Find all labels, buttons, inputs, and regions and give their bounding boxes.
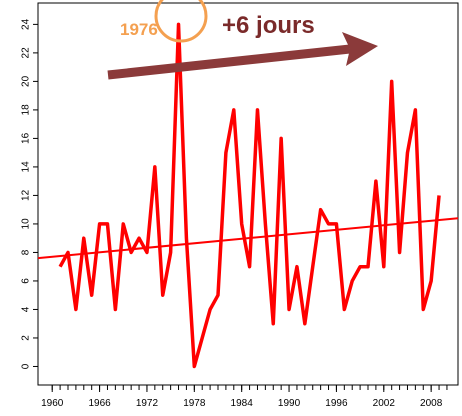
x-tick-label: 1990	[278, 398, 301, 409]
trend-line	[37, 217, 459, 260]
x-tick-label: 1966	[88, 398, 111, 409]
y-tick-label: 8	[21, 249, 32, 255]
plot-area	[37, 22, 459, 369]
trend-arrow	[107, 44, 351, 80]
x-tick-label: 1978	[183, 398, 206, 409]
x-tick-label: 1960	[41, 398, 64, 409]
data-line	[58, 22, 441, 369]
plot-frame	[37, 2, 459, 386]
y-tick-label: 22	[21, 47, 32, 59]
annotation-gain: +6 jours	[222, 12, 315, 39]
y-tick-label: 6	[21, 278, 32, 284]
x-tick-label: 1972	[136, 398, 159, 409]
x-tick-label: 2002	[373, 398, 396, 409]
y-tick-label: 4	[21, 306, 32, 312]
y-tick-label: 18	[21, 104, 32, 116]
y-tick-label: 12	[21, 189, 32, 201]
y-tick-label: 24	[21, 18, 32, 30]
y-tick-label: 16	[21, 132, 32, 144]
arrow-head	[342, 32, 378, 66]
y-tick-label: 0	[21, 363, 32, 369]
y-tick-label: 20	[21, 75, 32, 87]
y-tick-label: 2	[21, 335, 32, 341]
x-tick-label: 2008	[420, 398, 443, 409]
x-tick-label: 1996	[325, 398, 348, 409]
y-tick-label: 10	[21, 218, 32, 230]
x-tick-label: 1984	[231, 398, 254, 409]
y-tick-label: 14	[21, 161, 32, 173]
highlight-circle	[154, 0, 208, 43]
annotation-year: 1976	[120, 20, 158, 39]
